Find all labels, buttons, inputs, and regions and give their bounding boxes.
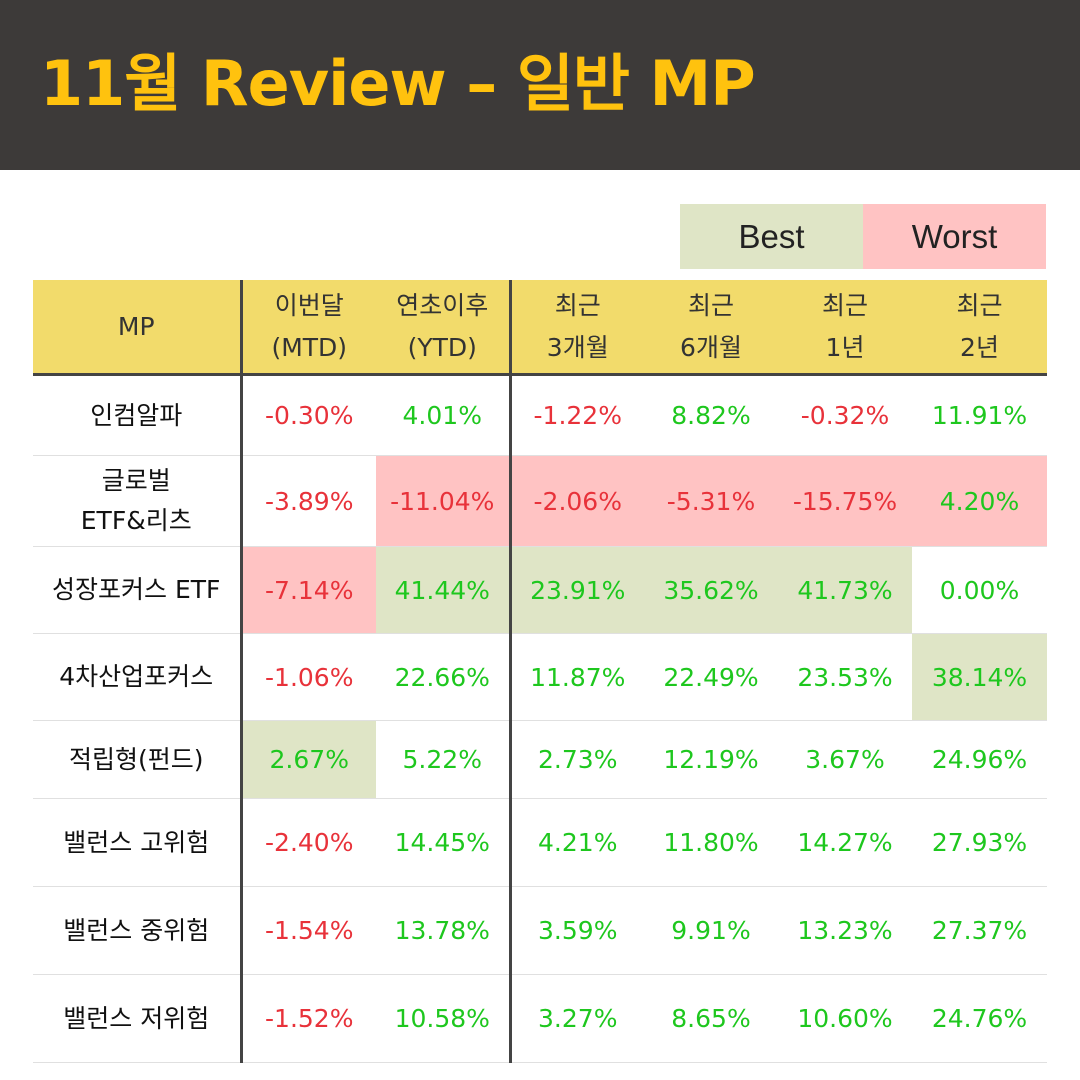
table-row: 글로벌 ETF&리츠 -3.89% -11.04% -2.06% -5.31% …	[33, 455, 1047, 547]
value-cell: 2.73%	[508, 720, 644, 799]
value-cell: 3.59%	[508, 886, 644, 975]
table-row: 4차산업포커스 -1.06% 22.66% 11.87% 22.49% 23.5…	[33, 633, 1047, 721]
value-cell: 4.21%	[508, 798, 644, 887]
legend-worst: Worst	[863, 204, 1046, 269]
value-cell: 23.53%	[778, 633, 912, 721]
header-bar: 11월 Review – 일반 MP	[0, 0, 1080, 170]
value-cell: -1.54%	[239, 886, 376, 975]
value-cell: 11.80%	[644, 798, 778, 887]
table-row: 밸런스 중위험 -1.54% 13.78% 3.59% 9.91% 13.23%…	[33, 886, 1047, 975]
legend: Best Worst	[680, 204, 1046, 269]
mp-returns-table: MP 이번달 (MTD) 연초이후 (YTD) 최근 3개월 최근 6개월 최근…	[33, 280, 1047, 1063]
column-header-2y: 최근 2년	[912, 280, 1047, 376]
value-cell: 27.37%	[912, 886, 1047, 975]
value-cell: -1.22%	[508, 374, 644, 456]
value-cell: -3.89%	[239, 455, 376, 547]
value-cell: 8.65%	[644, 974, 778, 1063]
table-row: 밸런스 저위험 -1.52% 10.58% 3.27% 8.65% 10.60%…	[33, 974, 1047, 1063]
value-cell-best: 41.73%	[778, 546, 912, 634]
row-name: 적립형(펀드)	[33, 720, 241, 799]
table-row: 성장포커스 ETF -7.14% 41.44% 23.91% 35.62% 41…	[33, 546, 1047, 634]
value-cell-worst: -15.75%	[778, 455, 912, 547]
table-header-row: MP 이번달 (MTD) 연초이후 (YTD) 최근 3개월 최근 6개월 최근…	[33, 280, 1047, 376]
value-cell: 5.22%	[376, 720, 510, 799]
row-name: 밸런스 고위험	[33, 798, 241, 887]
value-cell: 8.82%	[644, 374, 778, 456]
value-cell: 10.60%	[778, 974, 912, 1063]
row-name: 인컴알파	[33, 374, 241, 456]
value-cell: 0.00%	[912, 546, 1047, 634]
value-cell-worst: -5.31%	[644, 455, 778, 547]
value-cell-best: 2.67%	[239, 720, 376, 799]
row-name: 밸런스 중위험	[33, 886, 241, 975]
value-cell: 9.91%	[644, 886, 778, 975]
value-cell: 10.58%	[376, 974, 510, 1063]
value-cell-worst: 4.20%	[912, 455, 1047, 547]
column-header-mp: MP	[33, 280, 241, 376]
row-name: 4차산업포커스	[33, 633, 241, 721]
column-header-mtd: 이번달 (MTD)	[239, 280, 376, 376]
value-cell: 4.01%	[376, 374, 510, 456]
table-row: 인컴알파 -0.30% 4.01% -1.22% 8.82% -0.32% 11…	[33, 374, 1047, 456]
table-row: 적립형(펀드) 2.67% 5.22% 2.73% 12.19% 3.67% 2…	[33, 720, 1047, 799]
value-cell-best: 23.91%	[508, 546, 644, 634]
value-cell: 13.23%	[778, 886, 912, 975]
legend-best: Best	[680, 204, 863, 269]
value-cell-worst: -2.06%	[508, 455, 644, 547]
value-cell: 12.19%	[644, 720, 778, 799]
value-cell: 22.66%	[376, 633, 510, 721]
row-name: 밸런스 저위험	[33, 974, 241, 1063]
value-cell: -1.06%	[239, 633, 376, 721]
column-header-3m: 최근 3개월	[508, 280, 644, 376]
column-header-1y: 최근 1년	[778, 280, 912, 376]
value-cell: -0.30%	[239, 374, 376, 456]
row-name: 성장포커스 ETF	[33, 546, 241, 634]
value-cell: 11.91%	[912, 374, 1047, 456]
value-cell: 11.87%	[508, 633, 644, 721]
value-cell: 27.93%	[912, 798, 1047, 887]
value-cell: -1.52%	[239, 974, 376, 1063]
column-header-6m: 최근 6개월	[644, 280, 778, 376]
value-cell-best: 38.14%	[912, 633, 1047, 721]
value-cell: 13.78%	[376, 886, 510, 975]
value-cell-best: 41.44%	[376, 546, 510, 634]
value-cell-worst: -11.04%	[376, 455, 510, 547]
page-title: 11월 Review – 일반 MP	[40, 47, 756, 120]
value-cell: 24.96%	[912, 720, 1047, 799]
value-cell: 14.27%	[778, 798, 912, 887]
row-name: 글로벌 ETF&리츠	[33, 455, 241, 547]
value-cell-best: 35.62%	[644, 546, 778, 634]
table-row: 밸런스 고위험 -2.40% 14.45% 4.21% 11.80% 14.27…	[33, 798, 1047, 887]
value-cell-worst: -7.14%	[239, 546, 376, 634]
value-cell: 14.45%	[376, 798, 510, 887]
value-cell: 3.27%	[508, 974, 644, 1063]
value-cell: 22.49%	[644, 633, 778, 721]
value-cell: -2.40%	[239, 798, 376, 887]
value-cell: 3.67%	[778, 720, 912, 799]
value-cell: -0.32%	[778, 374, 912, 456]
value-cell: 24.76%	[912, 974, 1047, 1063]
column-header-ytd: 연초이후 (YTD)	[376, 280, 510, 376]
